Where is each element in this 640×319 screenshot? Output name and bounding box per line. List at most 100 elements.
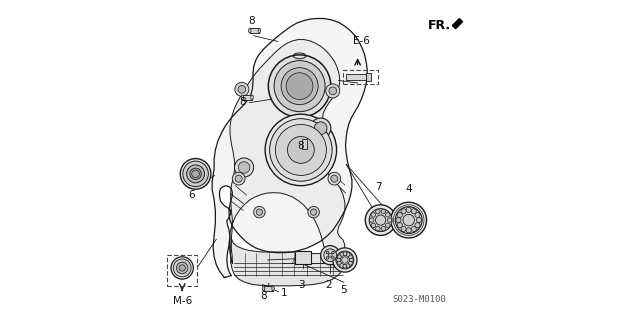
- Circle shape: [343, 264, 347, 268]
- Circle shape: [326, 251, 329, 254]
- Circle shape: [406, 207, 412, 212]
- Circle shape: [310, 118, 331, 138]
- Circle shape: [187, 165, 205, 183]
- Circle shape: [396, 207, 422, 234]
- Circle shape: [381, 226, 386, 231]
- Circle shape: [238, 162, 250, 173]
- Circle shape: [346, 253, 350, 256]
- Ellipse shape: [258, 28, 260, 33]
- Circle shape: [412, 226, 417, 232]
- Circle shape: [415, 212, 420, 218]
- Circle shape: [391, 202, 426, 238]
- Circle shape: [371, 223, 376, 227]
- Text: 5: 5: [340, 285, 348, 295]
- Circle shape: [406, 228, 412, 233]
- Circle shape: [173, 259, 191, 277]
- Circle shape: [232, 172, 245, 185]
- Ellipse shape: [241, 95, 244, 100]
- Circle shape: [190, 168, 202, 180]
- Circle shape: [268, 55, 331, 117]
- Bar: [296, 251, 311, 264]
- Circle shape: [396, 218, 401, 223]
- Circle shape: [179, 265, 186, 271]
- Circle shape: [336, 251, 354, 269]
- Circle shape: [238, 85, 246, 93]
- Circle shape: [349, 258, 353, 262]
- Circle shape: [308, 206, 319, 218]
- Circle shape: [340, 263, 344, 267]
- Circle shape: [340, 253, 344, 256]
- Bar: [343, 70, 378, 84]
- Circle shape: [371, 213, 376, 217]
- Circle shape: [326, 84, 340, 98]
- Circle shape: [397, 212, 403, 218]
- Circle shape: [256, 209, 262, 215]
- Bar: [346, 74, 365, 80]
- Circle shape: [234, 158, 253, 177]
- Text: 8: 8: [298, 141, 304, 151]
- Circle shape: [376, 209, 380, 214]
- Circle shape: [332, 251, 334, 254]
- Circle shape: [274, 61, 325, 112]
- Circle shape: [349, 261, 353, 265]
- Circle shape: [265, 114, 337, 186]
- Circle shape: [387, 218, 392, 222]
- Circle shape: [365, 205, 396, 235]
- Text: E-6: E-6: [353, 36, 370, 47]
- Circle shape: [329, 87, 337, 95]
- Polygon shape: [230, 239, 345, 286]
- Circle shape: [342, 257, 348, 263]
- Circle shape: [332, 256, 334, 259]
- Circle shape: [326, 256, 329, 259]
- Ellipse shape: [251, 95, 253, 100]
- Text: S023-M0100: S023-M0100: [392, 295, 446, 304]
- Circle shape: [343, 252, 347, 256]
- Circle shape: [281, 68, 318, 105]
- Text: 6: 6: [188, 190, 195, 200]
- Text: M-6: M-6: [173, 296, 192, 307]
- Text: 8: 8: [248, 16, 255, 26]
- Text: 2: 2: [326, 279, 332, 290]
- Circle shape: [346, 263, 350, 267]
- Bar: [250, 28, 259, 33]
- Text: FR.: FR.: [428, 19, 451, 32]
- Circle shape: [386, 223, 390, 227]
- Circle shape: [177, 262, 188, 274]
- Bar: [365, 73, 371, 81]
- Circle shape: [403, 214, 415, 226]
- Circle shape: [275, 124, 326, 175]
- Ellipse shape: [262, 286, 265, 291]
- Circle shape: [349, 255, 353, 259]
- Text: 7: 7: [375, 182, 381, 192]
- Circle shape: [333, 248, 357, 272]
- Circle shape: [235, 175, 242, 182]
- Circle shape: [180, 159, 211, 189]
- Circle shape: [386, 213, 390, 217]
- Circle shape: [369, 209, 392, 232]
- Circle shape: [369, 218, 374, 222]
- Circle shape: [337, 255, 341, 259]
- Text: 1: 1: [281, 288, 287, 298]
- Polygon shape: [212, 19, 367, 278]
- Bar: [264, 286, 273, 291]
- Circle shape: [415, 223, 420, 228]
- Circle shape: [328, 172, 340, 185]
- Ellipse shape: [248, 28, 251, 33]
- Circle shape: [417, 218, 422, 223]
- Circle shape: [253, 206, 265, 218]
- Circle shape: [183, 161, 209, 187]
- Circle shape: [376, 215, 386, 225]
- Circle shape: [401, 226, 406, 232]
- Text: 8: 8: [239, 97, 246, 107]
- Circle shape: [328, 253, 332, 257]
- Ellipse shape: [272, 286, 275, 291]
- Circle shape: [171, 257, 193, 279]
- Circle shape: [310, 209, 317, 215]
- Polygon shape: [229, 40, 345, 263]
- Text: 8: 8: [260, 291, 266, 301]
- Circle shape: [381, 209, 386, 214]
- Circle shape: [235, 82, 249, 96]
- Circle shape: [376, 226, 380, 231]
- Circle shape: [287, 137, 314, 163]
- Text: 3: 3: [298, 279, 305, 290]
